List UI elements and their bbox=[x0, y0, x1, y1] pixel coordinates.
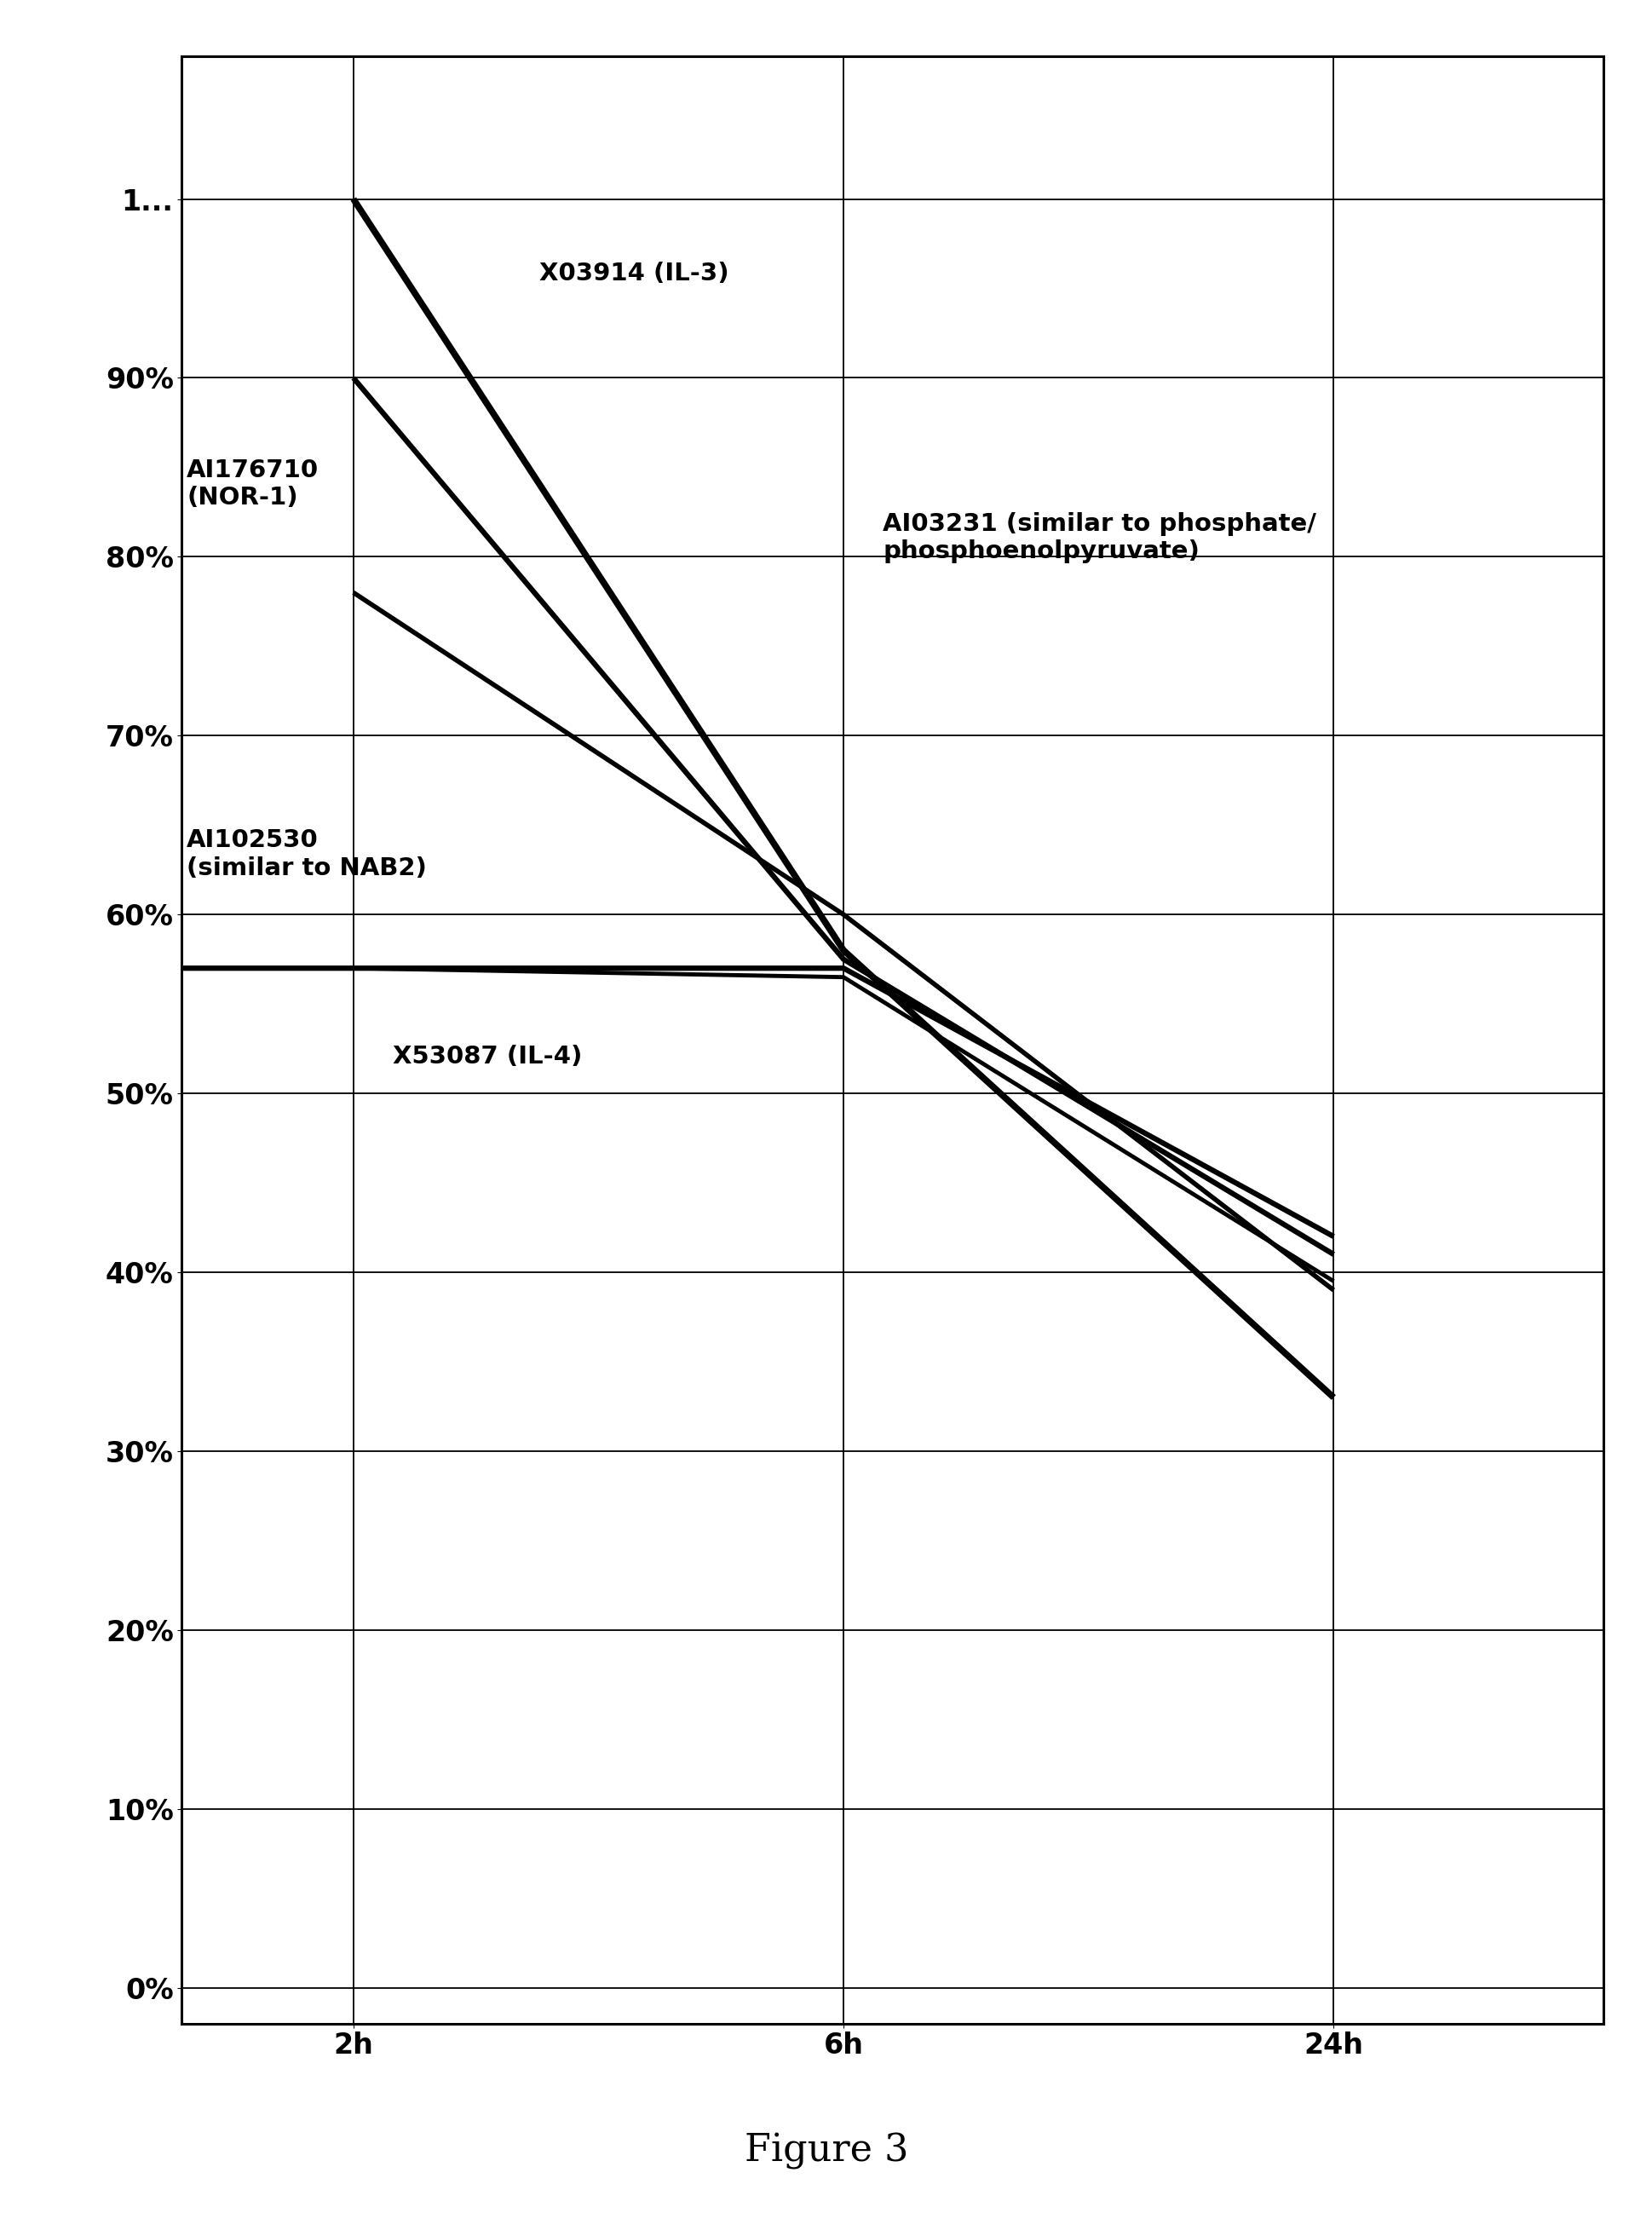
Text: AI102530
(similar to NAB2): AI102530 (similar to NAB2) bbox=[187, 830, 426, 881]
Text: AI176710
(NOR-1): AI176710 (NOR-1) bbox=[187, 458, 319, 510]
Text: X53087 (IL-4): X53087 (IL-4) bbox=[393, 1044, 582, 1069]
Text: Figure 3: Figure 3 bbox=[743, 2133, 909, 2169]
Text: AI03231 (similar to phosphate/
phosphoenolpyruvate): AI03231 (similar to phosphate/ phosphoen… bbox=[882, 512, 1315, 563]
Text: X03914 (IL-3): X03914 (IL-3) bbox=[539, 262, 729, 286]
